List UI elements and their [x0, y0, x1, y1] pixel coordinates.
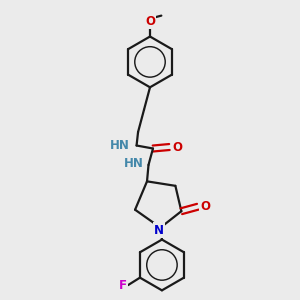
Text: N: N	[154, 224, 164, 236]
Text: O: O	[200, 200, 210, 213]
Text: O: O	[145, 14, 155, 28]
Text: HN: HN	[110, 139, 130, 152]
Text: O: O	[172, 140, 182, 154]
Text: HN: HN	[124, 157, 143, 170]
Text: F: F	[118, 279, 127, 292]
